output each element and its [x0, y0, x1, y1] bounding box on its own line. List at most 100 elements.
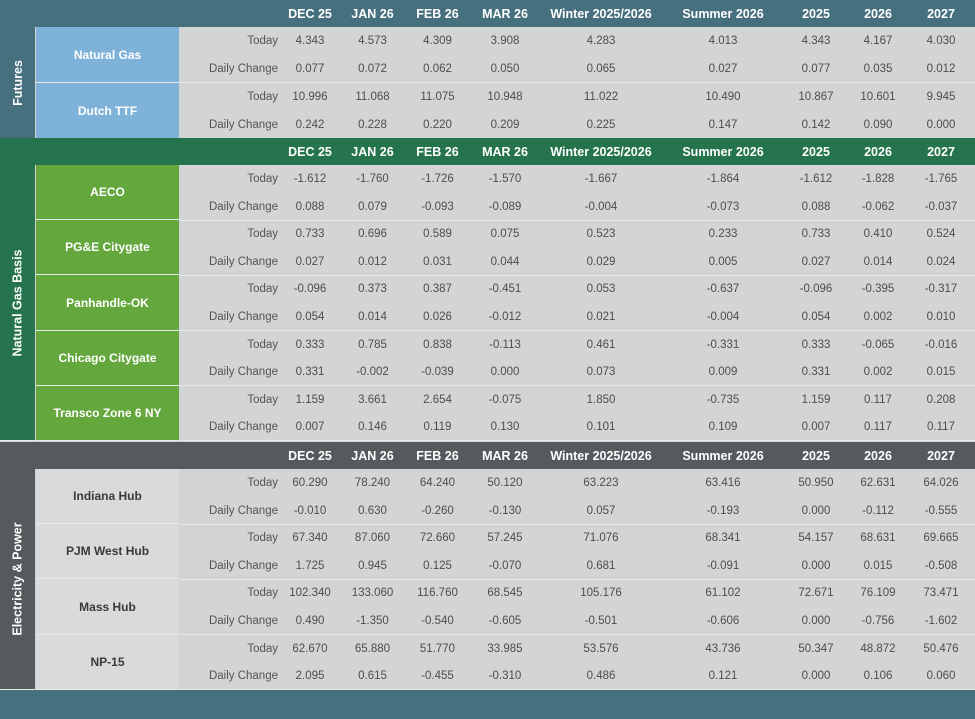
today-value: 62.631 [860, 477, 896, 489]
daily-change-value: -0.555 [924, 505, 958, 517]
section-title-text: Natural Gas Basis [10, 249, 25, 356]
daily-change-value: 0.077 [295, 63, 325, 75]
daily-change-value: 0.147 [708, 119, 738, 131]
daily-change-value: 0.681 [586, 560, 616, 572]
daily-change-value: -0.756 [861, 615, 895, 627]
today-value: -0.075 [488, 394, 522, 406]
daily-change-value: 0.209 [490, 119, 520, 131]
today-value: 10.490 [705, 91, 741, 103]
today-label: Today [247, 91, 278, 103]
column-header: 2027 [927, 7, 955, 21]
daily-change-value: 0.630 [358, 505, 387, 517]
today-value: 0.524 [926, 228, 956, 240]
daily-change-value: 0.072 [358, 63, 387, 75]
column-header: FEB 26 [416, 145, 459, 159]
instrument-name: NP-15 [90, 655, 125, 669]
daily-change-value: 0.014 [358, 311, 387, 323]
daily-change-value: -1.602 [924, 615, 958, 627]
column-header: 2027 [927, 449, 955, 463]
today-value: 11.022 [583, 91, 619, 103]
daily-change-value: -0.091 [706, 560, 740, 572]
today-value: 0.733 [295, 228, 325, 240]
footer-bar [0, 690, 975, 719]
daily-change-value: -0.112 [862, 505, 894, 517]
today-value: 65.880 [354, 643, 391, 655]
daily-change-value: 0.015 [863, 560, 893, 572]
daily-change-value: 0.054 [801, 311, 831, 323]
column-header: FEB 26 [416, 7, 459, 21]
daily-change-value: 0.117 [927, 421, 955, 433]
column-header-row: DEC 25 JAN 26 FEB 26 MAR 26 Winter 2025/2026… [0, 442, 975, 469]
today-value: 10.948 [487, 91, 523, 103]
daily-change-value: 0.331 [295, 366, 325, 378]
today-row: Today 0.733 0.696 0.589 0.075 0.523 0.233 0.733… [180, 220, 975, 247]
section-title: Natural Gas Basis [0, 165, 35, 441]
daily-change-value: 0.331 [801, 366, 831, 378]
instrument-label: PG&E Citygate [36, 220, 179, 275]
today-row: Today -0.096 0.373 0.387 -0.451 0.053 -0.637 -0… [180, 275, 975, 302]
today-value: 73.471 [923, 587, 959, 599]
daily-change-value: 0.615 [358, 670, 387, 682]
today-value: -0.637 [706, 283, 740, 295]
today-label: Today [247, 173, 278, 185]
daily-change-value: -0.093 [421, 201, 454, 213]
daily-change-value: 0.044 [490, 256, 520, 268]
daily-change-label: Daily Change [208, 63, 278, 75]
daily-change-row: Daily Change 0.007 0.146 0.119 0.130 0.101 0.1… [180, 413, 975, 441]
today-value: 50.950 [798, 477, 834, 489]
section-title: Futures [0, 27, 35, 139]
daily-change-value: -0.037 [924, 201, 958, 213]
today-value: -0.065 [861, 339, 895, 351]
instrument-name: Natural Gas [73, 47, 142, 62]
daily-change-value: 0.130 [490, 421, 520, 433]
today-value: 0.387 [423, 283, 452, 295]
today-label: Today [247, 35, 278, 47]
today-value: -1.864 [706, 173, 740, 185]
daily-change-value: -0.089 [488, 201, 522, 213]
today-value: -0.317 [924, 283, 958, 295]
column-header: JAN 26 [351, 145, 394, 159]
today-value: 0.733 [801, 228, 831, 240]
daily-change-label: Daily Change [208, 505, 278, 517]
daily-change-value: 0.035 [863, 63, 893, 75]
today-value: 72.671 [798, 587, 834, 599]
daily-change-value: 0.146 [358, 421, 387, 433]
today-row: Today 60.290 78.240 64.240 50.120 63.223 63.41… [180, 469, 975, 496]
instrument-label: Transco Zone 6 NY [36, 386, 179, 441]
today-value: 50.476 [923, 643, 959, 655]
today-value: 48.872 [860, 643, 896, 655]
daily-change-value: -0.310 [488, 670, 522, 682]
daily-change-row: Daily Change 2.095 0.615 -0.455 -0.310 0.486 0… [180, 662, 975, 690]
today-value: 0.075 [490, 228, 520, 240]
daily-change-row: Daily Change 0.077 0.072 0.062 0.050 0.065 0.0… [180, 55, 975, 83]
daily-change-value: 0.000 [926, 119, 956, 131]
daily-change-label: Daily Change [208, 366, 278, 378]
today-value: -1.612 [293, 173, 327, 185]
daily-change-value: 0.012 [926, 63, 956, 75]
daily-change-value: 0.486 [586, 670, 616, 682]
daily-change-label: Daily Change [208, 119, 278, 131]
today-value: 0.785 [358, 339, 387, 351]
daily-change-row: Daily Change 0.088 0.079 -0.093 -0.089 -0.004… [180, 193, 975, 221]
daily-change-value: -0.010 [293, 505, 327, 517]
daily-change-label: Daily Change [208, 256, 278, 268]
today-value: 33.985 [487, 643, 523, 655]
today-label: Today [247, 394, 278, 406]
today-value: 0.208 [926, 394, 956, 406]
daily-change-value: 0.109 [708, 421, 738, 433]
daily-change-row: Daily Change 0.242 0.228 0.220 0.209 0.225 0.1… [180, 111, 975, 139]
today-value: 60.290 [292, 477, 328, 489]
daily-change-value: -0.605 [488, 615, 522, 627]
daily-change-value: 0.050 [490, 63, 520, 75]
daily-change-value: 0.490 [295, 615, 325, 627]
daily-change-value: 0.026 [423, 311, 452, 323]
today-value: 0.461 [586, 339, 616, 351]
today-row: Today 0.333 0.785 0.838 -0.113 0.461 -0.331 0.3… [180, 331, 975, 358]
column-header: 2026 [864, 449, 892, 463]
today-value: -0.016 [924, 339, 958, 351]
instrument-name: PJM West Hub [65, 544, 150, 558]
daily-change-value: 0.065 [586, 63, 616, 75]
today-value: 50.120 [487, 477, 523, 489]
daily-change-value: 0.054 [295, 311, 325, 323]
column-header: 2026 [864, 7, 892, 21]
